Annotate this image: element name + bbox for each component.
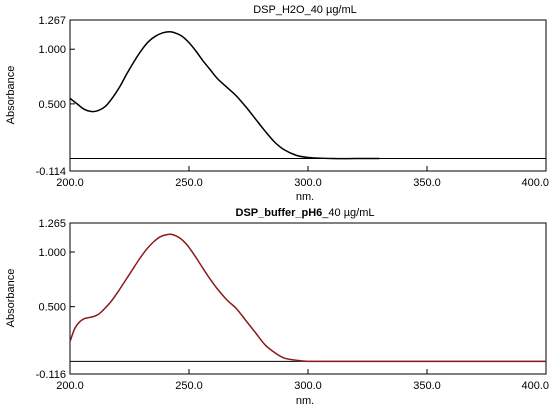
chart-2-y-ticks: 1.265 1.000 0.500 -0.116	[36, 218, 75, 381]
chart-2-title: DSP_buffer_pH6_40 µg/mL	[236, 207, 375, 219]
chart-2-x-tick-label: 200.0	[56, 380, 84, 392]
chart-2-x-tick-label: 250.0	[175, 380, 203, 392]
chart-2-plot-frame	[69, 222, 547, 375]
chart-1-y-tick-label: 1.267	[38, 15, 66, 27]
chart-1-y-tick-label: -0.114	[36, 166, 66, 178]
chart-1-x-ticks: 200.0 250.0 300.0 350.0 400.0	[56, 166, 549, 189]
chart-2-x-tick-label: 300.0	[294, 380, 322, 392]
chart-1-xlabel: nm.	[296, 191, 314, 203]
chart-1-y-tick-label: 1.000	[38, 44, 66, 56]
chart-2-title-bold: DSP_buffer_pH6	[236, 207, 323, 219]
chart-2-series-line	[69, 233, 546, 363]
chart-2-ylabel: Absorbance	[5, 269, 17, 328]
chart-2-y-tick-label: 1.000	[38, 247, 66, 259]
chart-2-y-tick-label: 1.265	[38, 218, 66, 230]
chart-1-x-tick-label: 400.0	[521, 177, 549, 189]
chart-2-title-rest: _40 µg/mL	[321, 207, 374, 219]
chart-1-x-tick-label: 250.0	[175, 177, 203, 189]
chart-1-plot-frame	[69, 19, 547, 172]
chart-1: DSP_H2O_40 µg/mL 1.267 1.000 0.500 -0.114 2…	[5, 4, 549, 203]
chart-1-y-tick-label: 0.500	[38, 99, 66, 111]
chart-2: DSP_buffer_pH6_40 µg/mL 1.265 1.000 0.500 -…	[5, 207, 549, 407]
chart-1-y-ticks: 1.267 1.000 0.500 -0.114	[36, 15, 75, 178]
chart-1-x-tick-label: 350.0	[413, 177, 441, 189]
chart-2-y-tick-label: -0.116	[36, 369, 66, 381]
chart-2-x-tick-label: 350.0	[413, 380, 441, 392]
chart-2-x-ticks: 200.0 250.0 300.0 350.0 400.0	[56, 369, 549, 392]
chart-2-y-tick-label: 0.500	[38, 302, 66, 314]
chart-1-series-line	[69, 30, 380, 160]
chart-1-ylabel: Absorbance	[5, 66, 17, 125]
chart-1-x-tick-label: 300.0	[294, 177, 322, 189]
chart-1-x-tick-label: 200.0	[56, 177, 84, 189]
chart-1-title: DSP_H2O_40 µg/mL	[253, 4, 357, 16]
chart-2-x-tick-label: 400.0	[521, 380, 549, 392]
chart-2-xlabel: nm.	[296, 395, 314, 407]
